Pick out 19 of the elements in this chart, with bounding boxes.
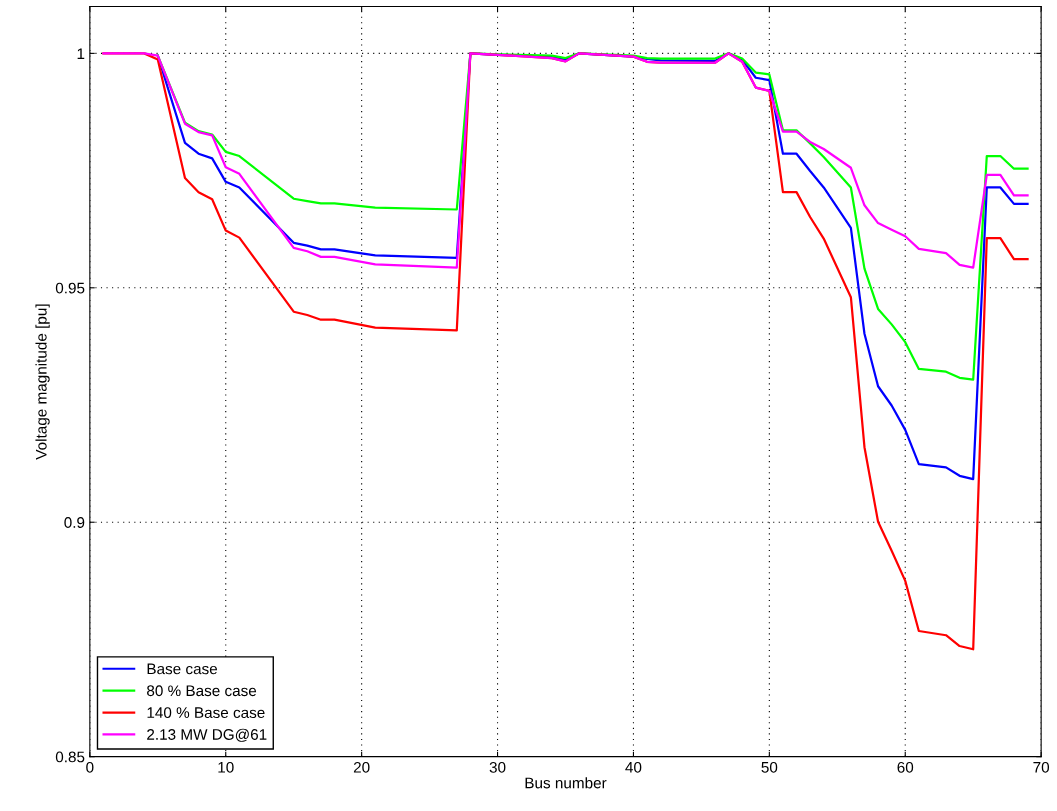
x-tick-label: 50 bbox=[761, 761, 778, 773]
legend-label: 2.13 MW DG@61 bbox=[147, 728, 267, 742]
x-tick-label: 20 bbox=[353, 761, 370, 773]
y-axis-title: Voltage magnitude [pu] bbox=[35, 304, 50, 460]
y-tick-label: 1 bbox=[77, 48, 85, 59]
y-tick-label: 0.85 bbox=[55, 751, 85, 763]
legend-label: 140 % Base case bbox=[147, 707, 265, 719]
legend-label: Base case bbox=[147, 663, 218, 675]
x-tick-label: 10 bbox=[218, 761, 234, 773]
y-tick-label: 0.9 bbox=[64, 517, 85, 528]
x-tick-label: 40 bbox=[625, 761, 642, 773]
x-tick-label: 0 bbox=[86, 761, 94, 773]
x-tick-label: 30 bbox=[489, 761, 506, 773]
x-tick-label: 70 bbox=[1033, 761, 1050, 773]
legend-label: 80 % Base case bbox=[147, 685, 257, 697]
x-axis-title: Bus number bbox=[525, 777, 607, 789]
x-tick-label: 60 bbox=[897, 761, 914, 773]
y-tick-label: 0.95 bbox=[55, 282, 85, 294]
line-series bbox=[102, 52, 1029, 269]
